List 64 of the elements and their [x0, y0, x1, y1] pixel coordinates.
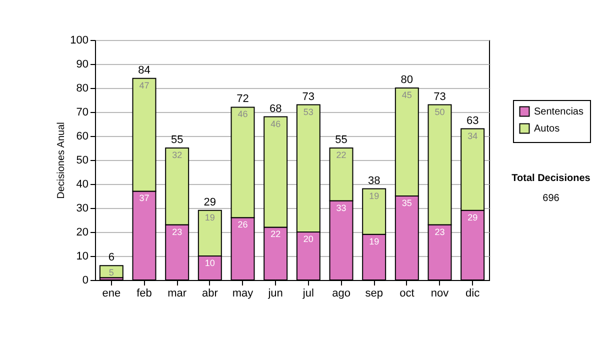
x-tick-label: jul: [302, 288, 314, 300]
data-label: 37: [139, 193, 150, 204]
x-tick-label: feb: [136, 288, 152, 300]
y-tick-label: 80: [76, 82, 88, 94]
total-label: 80: [400, 74, 414, 86]
text: 696: [542, 193, 560, 204]
x-tick-label: dic: [466, 288, 480, 300]
y-tick-label: 20: [76, 226, 88, 238]
data-label: 45: [402, 90, 412, 100]
data-label: 50: [434, 106, 445, 117]
data-label: 29: [468, 212, 478, 222]
data-label: 32: [172, 150, 182, 160]
bar: [99, 265, 124, 278]
data-label: 53: [303, 106, 314, 117]
x-tick-label: abr: [202, 288, 218, 300]
total-label: 6: [108, 252, 114, 264]
y-tick-label: 50: [76, 154, 88, 166]
total-label: 55: [170, 134, 184, 146]
legend-label: Sentencias: [534, 106, 584, 118]
total-label: 73: [434, 90, 446, 103]
data-label: 34: [468, 130, 478, 141]
data-label: 46: [238, 109, 248, 120]
data-label: 22: [270, 229, 281, 240]
data-label: 23: [434, 226, 445, 237]
total-label: 55: [335, 134, 348, 146]
y-axis-title: Decisiones Anual: [56, 122, 68, 199]
data-label: 26: [238, 220, 248, 230]
total-label: 68: [269, 102, 282, 115]
y-tick-label: 90: [76, 58, 88, 70]
x-tick-label: jun: [267, 288, 283, 300]
total-label: 73: [302, 90, 315, 103]
data-label: 19: [369, 190, 380, 201]
x-tick-label: ago: [332, 288, 350, 300]
data-label: 46: [270, 118, 281, 129]
total-label: 63: [466, 114, 479, 127]
data-label: 5: [108, 268, 114, 278]
y-tick-label: 60: [76, 130, 88, 142]
data-label: 47: [139, 80, 150, 90]
text: Total Decisiones: [512, 173, 591, 184]
data-label: 35: [402, 198, 412, 208]
total-label: 38: [368, 174, 380, 187]
y-tick-label: 0: [82, 274, 88, 286]
y-tick-label: 40: [76, 178, 88, 190]
x-tick-label: oct: [400, 288, 414, 300]
data-label: 20: [303, 234, 314, 244]
total-label: 29: [204, 196, 216, 208]
data-label: 23: [172, 226, 182, 237]
y-tick-label: 70: [76, 106, 88, 118]
x-tick-label: nov: [430, 288, 450, 300]
total-label: 72: [236, 93, 249, 106]
x-tick-label: may: [232, 288, 254, 300]
y-tick-label: 30: [76, 202, 88, 214]
legend-label: Autos: [534, 124, 560, 134]
x-tick-label: ene: [102, 288, 121, 300]
data-label: 10: [204, 258, 215, 268]
total-label: 84: [138, 64, 150, 76]
y-tick-label: 10: [76, 250, 88, 262]
x-tick-label: mar: [168, 288, 187, 300]
data-label: 19: [369, 236, 380, 246]
data-label: 33: [336, 202, 346, 213]
y-tick-label: 100: [70, 34, 88, 46]
data-label: 19: [204, 212, 215, 222]
data-label: 22: [336, 150, 346, 160]
x-tick-label: sep: [365, 288, 383, 300]
